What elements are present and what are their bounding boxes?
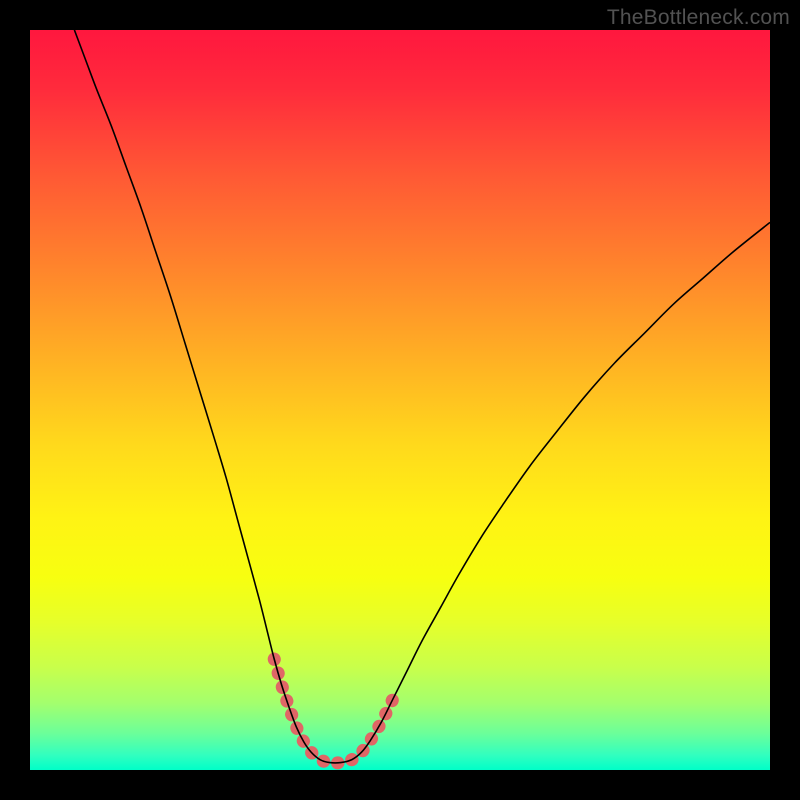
plot-background xyxy=(30,30,770,770)
chart-container: TheBottleneck.com xyxy=(0,0,800,800)
bottleneck-chart xyxy=(0,0,800,800)
attribution-text: TheBottleneck.com xyxy=(607,6,790,30)
